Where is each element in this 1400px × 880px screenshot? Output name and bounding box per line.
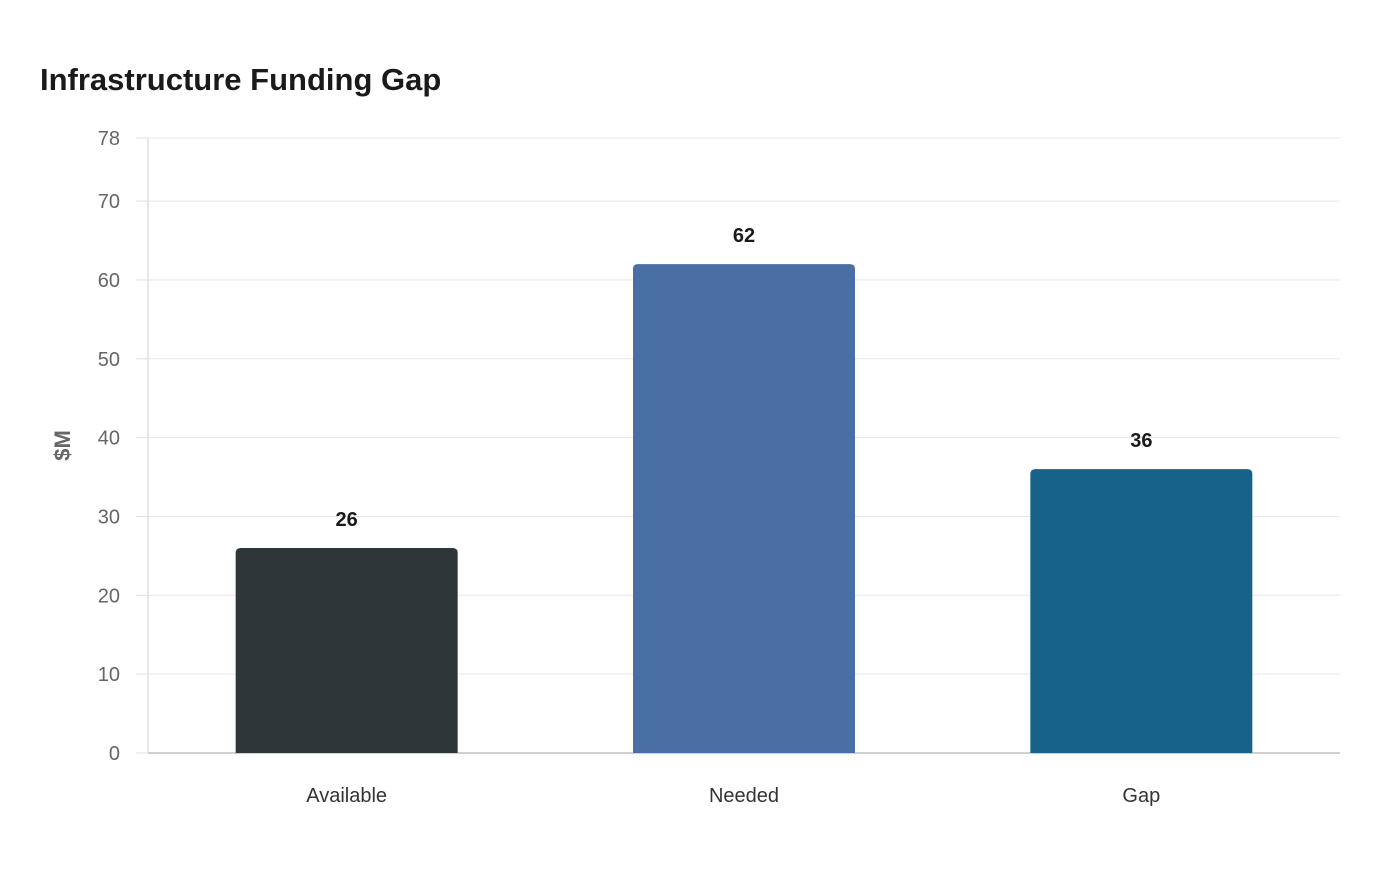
y-tick-label: 40 [98, 428, 120, 450]
data-label: 36 [1130, 430, 1152, 452]
bar-needed [633, 264, 855, 753]
data-label: 62 [733, 225, 755, 247]
bar-available [235, 548, 458, 753]
y-tick-label: 60 [98, 270, 120, 292]
x-tick-label: Needed [709, 785, 779, 807]
labels: 0 10 20 30 40 50 60 70 78 $M 26 Available 62 Needed 36… [50, 128, 1160, 807]
y-axis-title: $M [50, 430, 75, 461]
x-tick-label: Available [306, 785, 387, 807]
y-tick-label: 20 [98, 585, 120, 607]
y-tick-label: 78 [98, 128, 120, 150]
y-tick-label: 10 [98, 664, 120, 686]
y-tick-label: 70 [98, 191, 120, 213]
chart-title: Infrastructure Funding Gap [40, 62, 442, 97]
bar-gap [1030, 469, 1253, 753]
x-tick-label: Gap [1122, 785, 1160, 807]
data-label: 26 [336, 509, 358, 531]
y-tick-label: 50 [98, 349, 120, 371]
y-tick-label: 0 [109, 743, 120, 765]
y-tick-label: 30 [98, 506, 120, 528]
bars [235, 264, 1253, 753]
